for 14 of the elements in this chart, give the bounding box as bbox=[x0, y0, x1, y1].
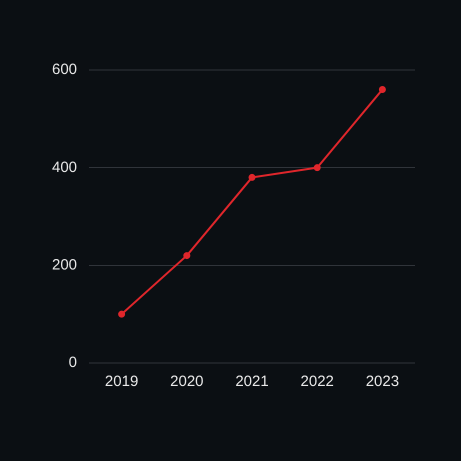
x-tick-label: 2023 bbox=[366, 373, 400, 390]
x-tick-label: 2022 bbox=[300, 373, 334, 390]
point bbox=[314, 164, 321, 172]
point bbox=[248, 174, 256, 181]
y-tick-label: 600 bbox=[52, 61, 78, 78]
y-tick-label: 0 bbox=[68, 354, 78, 372]
x-tick-label: 2021 bbox=[235, 373, 269, 390]
x-tick-label: 2019 bbox=[104, 373, 138, 390]
x-tick-label: 2020 bbox=[170, 373, 204, 390]
point bbox=[378, 86, 386, 94]
point bbox=[183, 252, 190, 260]
y-tick-label: 200 bbox=[52, 256, 78, 274]
y-tick-label: 400 bbox=[52, 158, 78, 176]
point bbox=[118, 310, 126, 318]
